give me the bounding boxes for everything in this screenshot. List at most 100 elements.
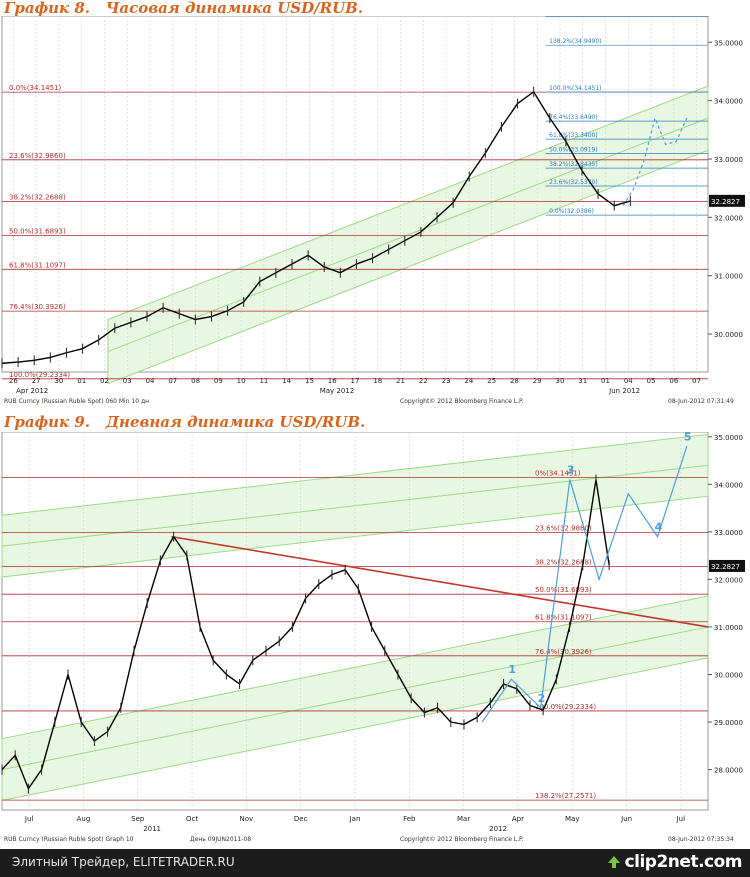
x-tick-label: 09 (214, 377, 223, 385)
elliott-wave-label: 2 (538, 692, 546, 705)
fib-extension-label: 161.8%(35.4475) (549, 16, 601, 17)
fib-level-label: 50.0%(31.6893) (535, 586, 592, 594)
forecast-path (622, 116, 688, 206)
fib-extension-label: 50.0%(33.0919) (549, 147, 598, 154)
fib-level-label: 100.0%(29.2334) (9, 371, 70, 379)
fib-level-label: 100.0%(29.2334) (535, 703, 596, 711)
x-tick-label: 23 (442, 377, 451, 385)
x-tick-label: 07 (692, 377, 701, 385)
y-tick-label: 30.0000 (714, 671, 743, 679)
resistance-trendline (171, 535, 709, 628)
y-tick-label: 31.0000 (714, 624, 743, 632)
x-tick-label: Mar (457, 815, 470, 823)
x-tick-label: 17 (351, 377, 360, 385)
x-tick-label: 01 (77, 377, 86, 385)
y-tick-label: 31.0000 (714, 273, 743, 281)
x-period-label: Jun 2012 (608, 387, 640, 395)
x-tick-label: 30 (556, 377, 565, 385)
fib-level-label: 61.8%(31.1097) (535, 614, 592, 622)
chart-8-title: График 8. Часовая динамика USD/RUB. (4, 0, 364, 17)
fib-extension-label: 23.6%(32.5370) (549, 179, 598, 186)
hourly-usd-rub-chart: 26 27 30 01 02 03 04 07 08 09 10 11 14 15 16 17 18 21 22 23… (1, 16, 745, 405)
fib-level-label: 61.8%(31.1097) (9, 261, 66, 269)
x-tick-label: 15 (305, 377, 314, 385)
y-tick-label: 30.0000 (714, 331, 743, 339)
x-tick-label: 30 (54, 377, 63, 385)
x-tick-label: 06 (669, 377, 678, 385)
y-tick-label: 34.0000 (714, 481, 743, 489)
y-tick-label: 35.0000 (714, 39, 743, 47)
footer-bar: Элитный Трейдер, ELITETRADER.RU clip2net… (0, 849, 750, 877)
fib-extension-label: 76.4%(33.6490) (549, 114, 598, 121)
fib-level-label: 138.2%(27.2571) (535, 792, 596, 800)
x-tick-label: Jan (349, 815, 361, 823)
fib-level-label: 50.0%(31.6893) (9, 227, 66, 235)
day-label: День 09JUN2011-08 (190, 836, 251, 843)
x-tick-label: Apr (512, 815, 524, 823)
x-tick-label: Nov (240, 815, 254, 823)
fib-level-label: 23.6%(32.9860) (9, 152, 66, 160)
x-tick-label: Dec (294, 815, 308, 823)
last-price-marker (709, 559, 745, 572)
last-price-label: 32.2827 (711, 563, 740, 571)
y-tick-label: 28.0000 (714, 767, 743, 775)
trend-channel-midline (1, 626, 709, 771)
x-tick-label: Feb (403, 815, 416, 823)
x-tick-label: 28 (510, 377, 519, 385)
brand-text: clip2net.com (624, 852, 743, 872)
fib-extension-label: 100.0%(34.1451) (549, 85, 601, 92)
fib-level-label: 38.2%(32.2688) (535, 559, 592, 567)
x-tick-label: 14 (282, 377, 291, 385)
x-tick-label: May (565, 815, 579, 823)
x-tick-label: 03 (123, 377, 132, 385)
x-tick-label: 16 (328, 377, 337, 385)
fib-level-label: 0.0%(34.1451) (9, 84, 61, 92)
ticker-text: RUB Curncy (Russian Ruble Spot) 060 Min … (4, 398, 149, 405)
fib-level-label: 38.2%(32.2688) (9, 194, 66, 202)
x-tick-label: 05 (647, 377, 656, 385)
x-tick-label: 22 (419, 377, 428, 385)
timestamp-text: 08-Jun-2012 07:35:34 (668, 836, 734, 843)
elliott-wave-label: 5 (684, 432, 692, 443)
last-price-marker (709, 194, 745, 207)
y-tick-label: 34.0000 (714, 98, 743, 106)
elliott-wave-label: 1 (508, 663, 516, 676)
x-tick-label: 31 (578, 377, 587, 385)
clip2net-logo[interactable]: clip2net.com (607, 852, 743, 872)
y-tick-label: 33.0000 (714, 156, 743, 164)
y-tick-label: 33.0000 (714, 529, 743, 537)
x-tick-label: Jul (676, 815, 686, 823)
fib-extension-label: 138.2%(34.9490) (549, 38, 601, 45)
x-tick-label: 01 (601, 377, 610, 385)
x-tick-label: 29 (533, 377, 542, 385)
x-tick-label: Sep (131, 815, 145, 823)
x-tick-label: 21 (396, 377, 405, 385)
x-period-label: Apr 2012 (16, 387, 48, 395)
x-tick-label: 07 (168, 377, 177, 385)
last-price-label: 32.2827 (711, 198, 740, 206)
y-tick-label: 32.0000 (714, 576, 743, 584)
trend-channel-midline (107, 117, 709, 353)
y-tick-label: 35.0000 (714, 434, 743, 442)
x-period-label: 2012 (489, 825, 507, 833)
source-text: Copyright© 2012 Bloomberg Finance L.P. (400, 836, 524, 843)
x-tick-label: Jun (620, 815, 632, 823)
x-tick-label: 27 (32, 377, 41, 385)
chart-9-title: График 9. Дневная динамика USD/RUB. (4, 413, 366, 431)
x-tick-label: 25 (487, 377, 496, 385)
price-line (1, 90, 631, 364)
elliott-wave-label: 4 (655, 521, 663, 534)
fib-level-label: 0%(34.1451) (535, 469, 581, 477)
x-period-label: 2011 (143, 825, 161, 833)
fib-level-label: 76.4%(30.3926) (9, 303, 66, 311)
x-tick-label: 10 (237, 377, 246, 385)
x-tick-label: 24 (464, 377, 473, 385)
x-tick-label: 11 (259, 377, 268, 385)
x-tick-label: 18 (373, 377, 382, 385)
x-tick-label: 04 (146, 377, 155, 385)
x-tick-label: 04 (624, 377, 633, 385)
fib-extension-label: 61.8%(33.3400) (549, 132, 598, 139)
x-tick-label: Oct (186, 815, 198, 823)
x-tick-label: 08 (191, 377, 200, 385)
x-tick-label: Aug (77, 815, 91, 823)
